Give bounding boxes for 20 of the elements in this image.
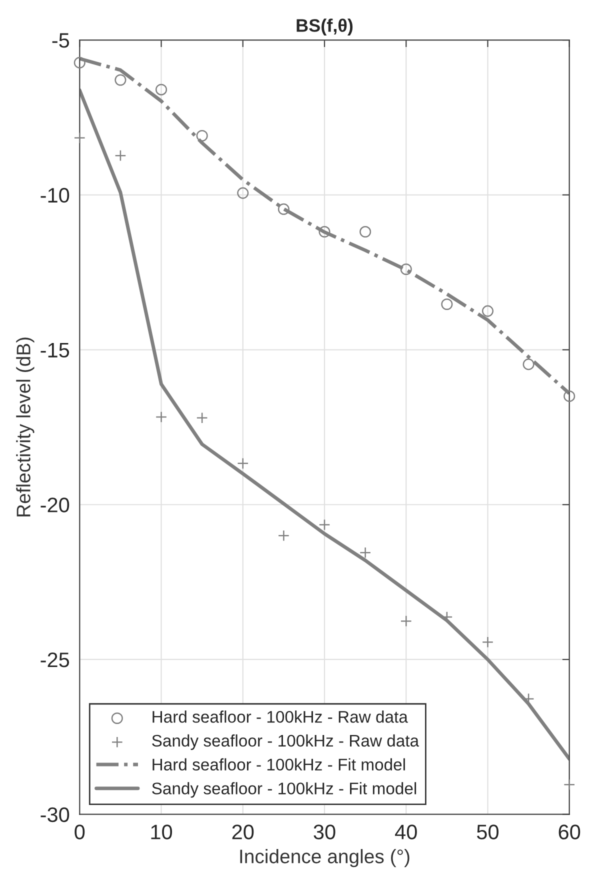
x-tick-label: 60 bbox=[558, 824, 580, 840]
y-tick-label: -25 bbox=[40, 652, 70, 668]
x-tick-label: 20 bbox=[232, 824, 254, 840]
legend-label: Sandy seafloor - 100kHz - Raw data bbox=[152, 734, 420, 750]
chart-title: BS(f,θ) bbox=[296, 18, 353, 36]
x-tick-label: 0 bbox=[74, 824, 85, 840]
x-tick-label: 30 bbox=[314, 824, 336, 840]
y-tick-label: -5 bbox=[52, 33, 70, 48]
x-axis-title: Incidence angles (°) bbox=[240, 849, 410, 868]
legend-label: Hard seafloor - 100kHz - Raw data bbox=[152, 710, 408, 723]
legend-label: Hard seafloor - 100kHz - Fit model bbox=[152, 758, 405, 771]
y-tick-label: -20 bbox=[40, 498, 70, 512]
legend-label: Sandy seafloor - 100kHz - Fit model bbox=[152, 782, 416, 798]
x-tick-label: 40 bbox=[395, 824, 417, 840]
x-tick-label: 50 bbox=[476, 824, 499, 840]
y-axis-title: Reflectivity level (dB) bbox=[16, 338, 34, 516]
x-tick-label: 10 bbox=[151, 824, 172, 840]
y-tick-label: -30 bbox=[40, 807, 70, 822]
y-tick-label: -10 bbox=[40, 188, 70, 203]
y-tick-label: -15 bbox=[40, 342, 70, 358]
